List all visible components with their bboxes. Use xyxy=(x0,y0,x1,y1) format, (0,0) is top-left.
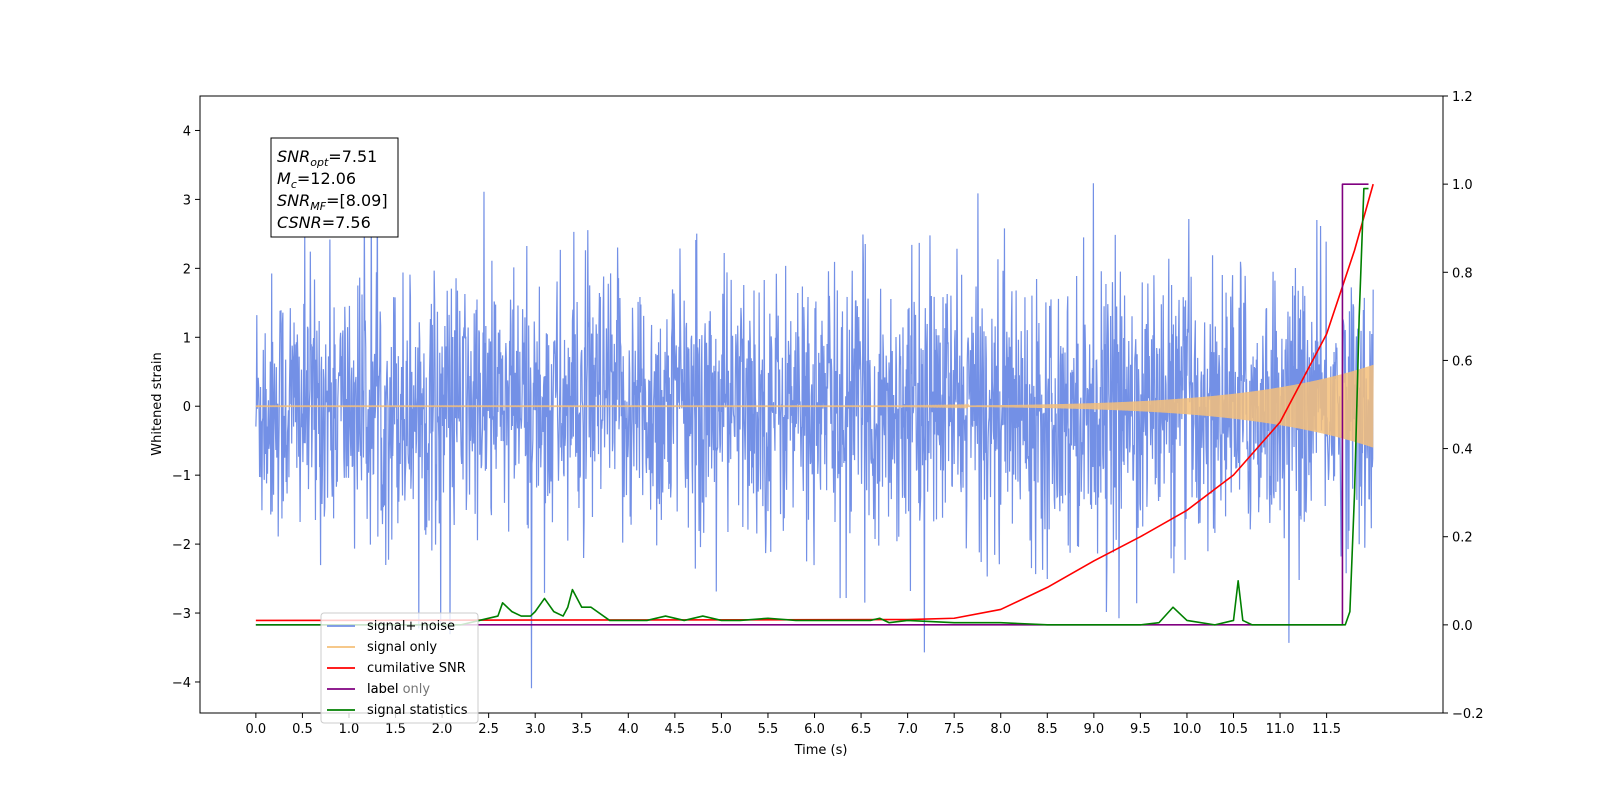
series-line-signal-noise xyxy=(255,156,1374,689)
y2-tick-label: 0.4 xyxy=(1452,443,1473,458)
x-tick-label: 6.0 xyxy=(804,722,825,737)
annotation-line: SNRopt=7.51 xyxy=(277,147,377,169)
x-tick-label: 10.5 xyxy=(1219,722,1248,737)
x-tick-label: 1.0 xyxy=(339,722,360,737)
y-tick-label: 2 xyxy=(183,262,191,277)
legend-label: signal only xyxy=(367,640,437,655)
y2-tick-label: 0.0 xyxy=(1452,619,1473,634)
plot-frame xyxy=(199,95,1444,714)
y-axis-label: Whitened strain xyxy=(150,352,165,455)
x-axis-label: Time (s) xyxy=(794,743,848,758)
x-tick-label: 4.5 xyxy=(665,722,686,737)
series-line-cumilative-snr xyxy=(255,183,1374,622)
y-tick-label: 3 xyxy=(183,193,191,208)
legend-label: signal statistics xyxy=(367,703,468,718)
x-tick-label: 11.5 xyxy=(1312,722,1341,737)
series-line-signal-only xyxy=(255,364,1374,448)
x-tick-label: 2.5 xyxy=(478,722,499,737)
x-tick-label: 5.5 xyxy=(758,722,779,737)
x-tick-label: 1.5 xyxy=(385,722,406,737)
x-tick-label: 9.0 xyxy=(1083,722,1104,737)
x-tick-label: 0.5 xyxy=(292,722,313,737)
y2-tick-label: −0.2 xyxy=(1452,707,1484,722)
y2-tick-label: 1.2 xyxy=(1452,90,1473,105)
y2-tick-label: 0.2 xyxy=(1452,531,1473,546)
y-tick-label: 4 xyxy=(183,124,191,139)
legend: label only signal+ noise signal only cumila… xyxy=(320,612,479,724)
legend-label: signal+ noise xyxy=(367,619,455,634)
x-tick-label: 6.5 xyxy=(851,722,872,737)
x-tick-label: 4.0 xyxy=(618,722,639,737)
x-tick-label: 8.0 xyxy=(990,722,1011,737)
y-tick-label: 0 xyxy=(183,400,191,415)
annotation-line: CSNR=7.56 xyxy=(277,213,371,232)
legend-label: label xyxy=(367,682,398,697)
x-tick-label: 0.0 xyxy=(246,722,267,737)
y-tick-label: −1 xyxy=(172,469,191,484)
y2-tick-label: 0.8 xyxy=(1452,266,1473,281)
legend-hidden-label: label only xyxy=(367,682,430,697)
y-tick-label: −3 xyxy=(172,607,191,622)
x-tick-label: 3.0 xyxy=(525,722,546,737)
x-tick-label: 3.5 xyxy=(571,722,592,737)
x-tick-label: 2.0 xyxy=(432,722,453,737)
y-tick-label: −4 xyxy=(172,676,191,691)
y-tick-label: 1 xyxy=(183,331,191,346)
y-tick-label: −2 xyxy=(172,538,191,553)
y2-tick-label: 0.6 xyxy=(1452,354,1473,369)
x-tick-label: 10.0 xyxy=(1172,722,1201,737)
x-tick-label: 8.5 xyxy=(1037,722,1058,737)
y2-tick-label: 1.0 xyxy=(1452,178,1473,193)
x-tick-label: 7.0 xyxy=(897,722,918,737)
annotation-line: SNRMF=[8.09] xyxy=(277,191,388,213)
series-line-signal-statistics xyxy=(255,187,1369,626)
x-tick-label: 7.5 xyxy=(944,722,965,737)
annotation-line: Mc=12.06 xyxy=(277,169,356,191)
legend-label: cumilative SNR xyxy=(367,661,466,676)
x-tick-label: 5.0 xyxy=(711,722,732,737)
x-tick-label: 9.5 xyxy=(1130,722,1151,737)
x-tick-label: 11.0 xyxy=(1266,722,1295,737)
